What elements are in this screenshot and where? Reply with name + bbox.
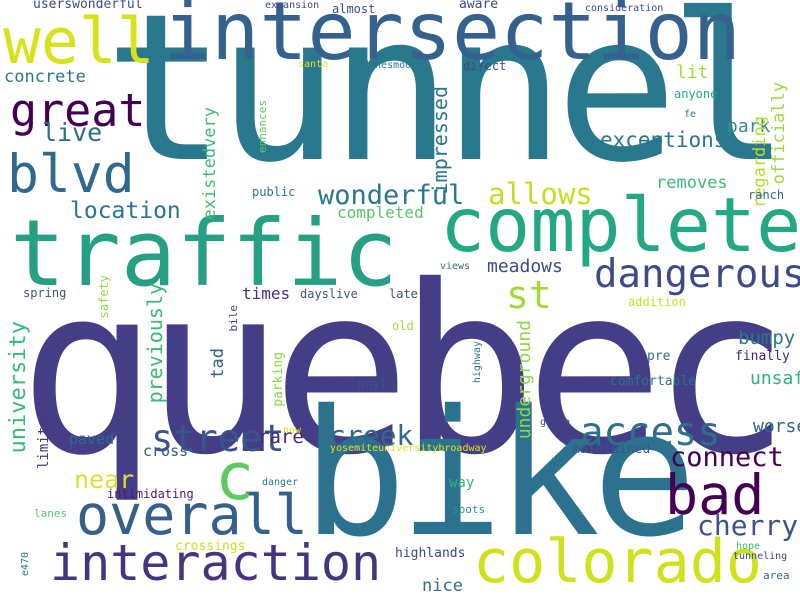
word-interaction: interaction [50, 534, 382, 592]
word-times: times [242, 284, 291, 303]
word-previously: previously [143, 283, 167, 404]
word-traffic: traffic [10, 200, 398, 307]
word-danger: danger [262, 477, 299, 488]
word-bike: bike [302, 373, 697, 576]
word-mall: mall [358, 375, 399, 395]
word-late: late [389, 287, 418, 301]
word-street: street [151, 417, 285, 460]
word-overall: overall [76, 483, 308, 547]
word-impressed: impressed [428, 86, 452, 195]
word-intimidating: intimidating [107, 487, 194, 501]
word-hope: hope [736, 541, 761, 552]
word-comfortable: comfortable [610, 374, 697, 389]
word-exceptions: exceptions [600, 128, 727, 152]
word-c: c [215, 440, 255, 515]
word-creek: creek [329, 419, 414, 452]
word-direct: direct [463, 59, 507, 73]
word-st: st [506, 273, 552, 317]
word-now: now [283, 425, 302, 436]
word-rare: rare [258, 426, 304, 448]
word-university: university [6, 321, 31, 454]
word-blvd: blvd [7, 144, 135, 205]
word-allows: allows [488, 177, 593, 211]
word-lit: lit [676, 62, 709, 83]
word-intersection: intersection [163, 0, 741, 78]
word-donesmooth: donesmooth [363, 60, 424, 71]
word-worse: worse [753, 416, 800, 437]
word-old: old [392, 319, 414, 333]
word-connect: connect [670, 442, 784, 473]
word-spring: spring [23, 286, 67, 300]
word-consideration: consideration [585, 3, 664, 14]
word-expansion: expansion [265, 0, 320, 11]
word-colorado: colorado [473, 527, 762, 597]
word-yosemiteuniversitybroadway: yosemiteuniversitybroadway [330, 443, 487, 454]
word-wonderful: wonderful [318, 180, 465, 211]
word-e470: e470 [20, 552, 31, 577]
word-bad: bad [665, 463, 765, 527]
word-existedvery: existedvery [200, 107, 220, 220]
word-fe: fe [684, 109, 697, 120]
word-highway: highway [472, 341, 483, 384]
word-underground: underground [514, 320, 535, 440]
word-near: near [74, 465, 135, 494]
word-dayslive: dayslive [300, 287, 358, 301]
word-tunneling: tunneling [733, 551, 788, 562]
word-lanes: lanes [34, 507, 68, 520]
word-limited: limited [36, 410, 52, 470]
word-given: given [540, 417, 571, 428]
word-access: access [580, 410, 721, 455]
word-tunnel: tunnel [104, 0, 791, 208]
word-santa: santa [298, 59, 329, 70]
word-removes: removes [656, 173, 728, 193]
word-park: park [727, 116, 771, 137]
word-paved: paved [69, 430, 115, 448]
word-complete: complete [440, 181, 800, 269]
word-unsafe: unsafe [750, 368, 800, 389]
word-ranch: ranch [748, 188, 785, 202]
word-meadows: meadows [487, 256, 563, 277]
word-highlands: highlands [395, 546, 466, 561]
word-officially: officially [769, 82, 789, 185]
word-finally: finally [735, 349, 790, 364]
word-nice: nice [422, 576, 463, 596]
word-location: location [70, 198, 181, 224]
word-live: live [42, 118, 103, 147]
word-bumpy: bumpy [738, 327, 796, 349]
word-cross: cross [143, 442, 189, 460]
word-area: area [763, 569, 790, 582]
word-almost: almost [332, 2, 376, 16]
word-pre: pre [647, 349, 671, 364]
word-great: great [10, 84, 146, 137]
word-aware: aware [459, 0, 499, 12]
word-bile: bile [227, 305, 240, 332]
word-cherry: cherry [697, 509, 799, 542]
word-anyone: anyone [674, 87, 718, 101]
word-enhances: enhances [256, 100, 269, 153]
word-maintained: maintained [572, 442, 651, 457]
word-public: public [252, 185, 296, 199]
word-addition: addition [628, 295, 686, 309]
word-crossings: crossings [175, 539, 246, 554]
word-dangerous: dangerous [594, 252, 800, 297]
word-userswonderful: userswonderful [33, 0, 143, 12]
word-way: way [449, 475, 475, 491]
word-parking: parking [271, 352, 286, 407]
word-completed: completed [337, 203, 424, 222]
word-well: well [3, 5, 155, 78]
word-safety: safety [97, 275, 111, 319]
word-quebec: quebec [18, 236, 791, 506]
word-tad: tad [208, 348, 228, 379]
word-concrete: concrete [4, 67, 86, 87]
word-spots: spots [452, 503, 486, 516]
word-views: views [440, 261, 471, 272]
